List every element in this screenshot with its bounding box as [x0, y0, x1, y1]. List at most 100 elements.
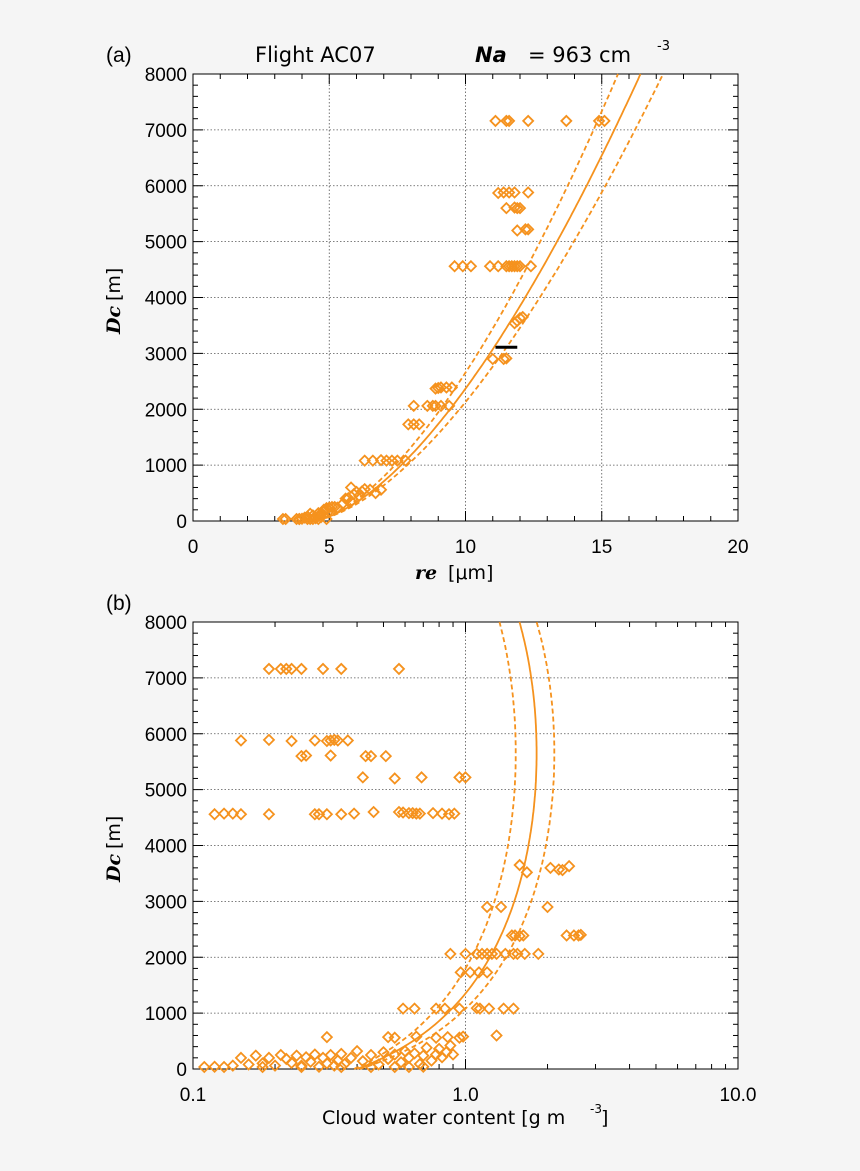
- data-point: [316, 662, 330, 676]
- data-point: [352, 489, 366, 503]
- data-point: [413, 807, 427, 820]
- data-point: [341, 734, 355, 747]
- panel-b-plot: 0.1 1.0 10.0 0 1000 2000 3000 4000 5000 6000 7000…: [103, 613, 756, 1129]
- data-point: [513, 858, 526, 872]
- data-point: [392, 662, 406, 676]
- data-point: [420, 1041, 433, 1055]
- data-point: [505, 929, 519, 942]
- data-point: [328, 500, 341, 514]
- panel-b-ticks: [192, 621, 739, 1070]
- data-point: [459, 771, 472, 784]
- data-point: [249, 1049, 263, 1062]
- data-point: [320, 512, 333, 526]
- data-point: [521, 186, 535, 199]
- data-point: [295, 1059, 308, 1072]
- data-point: [285, 662, 298, 676]
- data-point: [280, 1052, 293, 1066]
- data-point: [358, 454, 371, 467]
- figure-title-eq: = 963 cm: [528, 43, 631, 67]
- data-point: [562, 859, 576, 873]
- data-point: [507, 1002, 520, 1015]
- y-tick-label: 5000: [145, 233, 187, 254]
- x-tick-label: 15: [591, 537, 612, 558]
- data-point: [544, 861, 557, 875]
- data-point: [574, 928, 588, 942]
- data-point: [516, 310, 529, 324]
- data-point: [518, 947, 532, 961]
- data-point: [402, 806, 416, 820]
- data-point: [473, 1002, 487, 1015]
- data-point: [344, 1051, 358, 1065]
- data-point: [456, 1030, 470, 1043]
- data-point: [410, 1030, 423, 1043]
- panel-a-x-tick-labels: 0 5 10 15 20: [188, 537, 749, 558]
- x-tick-label: 0.1: [180, 1085, 206, 1106]
- data-point: [517, 929, 530, 942]
- data-point: [285, 734, 298, 748]
- data-point: [388, 1048, 402, 1061]
- data-point: [396, 1002, 410, 1015]
- data-point: [442, 399, 456, 413]
- data-point: [303, 507, 317, 521]
- data-point: [392, 805, 406, 819]
- data-point: [426, 806, 440, 820]
- data-point: [339, 492, 352, 505]
- panel-b-y-tick-labels: 0 1000 2000 3000 4000 5000 6000 7000 8000: [145, 613, 187, 1081]
- data-point: [429, 1031, 443, 1044]
- data-point: [500, 114, 513, 128]
- data-point: [480, 900, 494, 914]
- panel-a-y-axis-unit: [m]: [103, 268, 125, 301]
- data-point: [415, 771, 428, 784]
- data-point: [500, 352, 513, 365]
- panel-b-points: [198, 662, 588, 1074]
- data-point: [285, 1056, 298, 1070]
- panel-a-plot: 0 5 10 15 20 0 1000 2000 3000 4000 5000 6000 7000 80…: [103, 65, 749, 584]
- panel-a-y-tick-labels: 0 1000 2000 3000 4000 5000 6000 7000 8000: [145, 65, 187, 533]
- data-point: [480, 966, 494, 979]
- y-tick-label: 8000: [145, 613, 187, 634]
- model-curve: [356, 621, 538, 1070]
- data-point: [312, 509, 325, 523]
- panel-a-ticks: [192, 73, 739, 522]
- data-point: [494, 900, 508, 914]
- model-bound-curve: [353, 621, 517, 1070]
- panel-a-x-axis-var: re: [415, 562, 437, 584]
- data-point: [308, 807, 322, 821]
- data-point: [364, 1048, 378, 1062]
- data-point: [268, 1059, 282, 1072]
- panel-b-label: (b): [106, 592, 132, 615]
- model-bound-curve: [310, 73, 619, 522]
- data-point: [320, 1030, 334, 1044]
- data-point: [480, 947, 494, 961]
- data-point: [344, 495, 358, 508]
- y-tick-label: 1000: [145, 1004, 187, 1025]
- data-point: [328, 733, 341, 747]
- data-point: [299, 749, 313, 762]
- data-point: [408, 1047, 421, 1060]
- data-point: [521, 223, 535, 236]
- data-point: [513, 259, 527, 273]
- panel-b-x-axis-close: ]: [601, 1107, 608, 1129]
- data-point: [356, 771, 370, 784]
- y-tick-label: 0: [176, 512, 187, 533]
- data-point: [407, 399, 420, 413]
- data-point: [217, 807, 231, 820]
- data-point: [483, 259, 497, 273]
- data-point: [432, 1042, 446, 1056]
- data-point: [374, 483, 388, 496]
- data-point: [347, 807, 361, 820]
- model-bound-curve: [359, 621, 556, 1070]
- data-point: [369, 486, 382, 500]
- data-point: [513, 311, 527, 325]
- data-point: [508, 186, 521, 199]
- data-point: [379, 749, 393, 763]
- data-point: [279, 512, 292, 526]
- data-point: [408, 1002, 421, 1015]
- data-point: [532, 947, 545, 961]
- panel-a-points: [276, 114, 611, 526]
- data-point: [290, 1049, 303, 1062]
- data-point: [598, 114, 611, 128]
- data-point: [350, 1044, 364, 1058]
- data-point: [463, 966, 477, 979]
- data-point: [438, 1002, 452, 1015]
